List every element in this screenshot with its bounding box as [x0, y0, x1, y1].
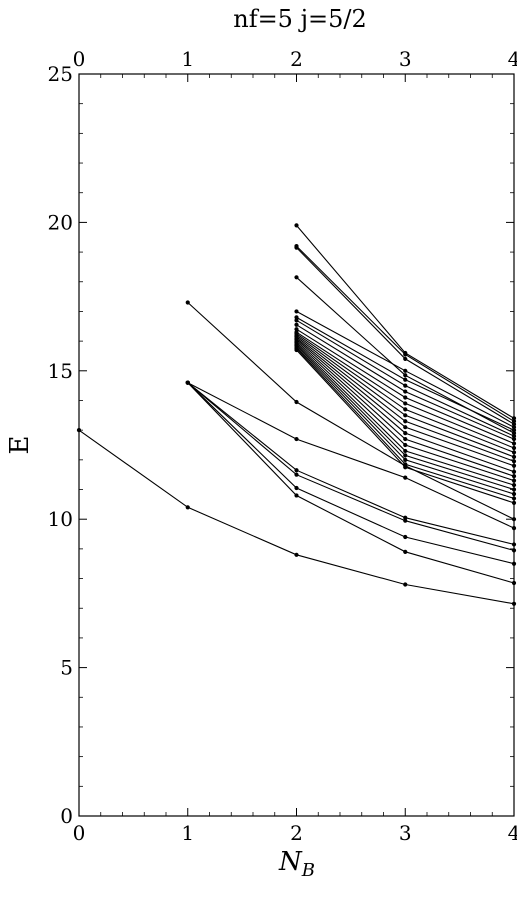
series-line — [187, 382, 515, 565]
data-point — [185, 300, 190, 305]
data-point — [294, 436, 299, 442]
data-point — [403, 534, 408, 540]
data-point — [294, 347, 299, 353]
data-point — [294, 399, 299, 405]
x-tick-label: 2 — [290, 821, 303, 845]
data-point — [403, 413, 408, 418]
top-tick-label: 1 — [181, 47, 194, 71]
data-point — [294, 468, 299, 473]
y-tick-label: 25 — [48, 62, 73, 86]
y-tick-label: 15 — [48, 359, 73, 383]
chart-title: nf=5 j=5/2 — [233, 5, 367, 33]
data-point — [403, 515, 408, 520]
top-tick-label: 3 — [399, 47, 412, 71]
y-tick-label: 20 — [48, 210, 73, 234]
data-point — [403, 448, 408, 454]
data-point — [403, 352, 408, 357]
data-point — [294, 552, 299, 557]
y-tick-label: 0 — [60, 804, 73, 828]
y-axis-label: E — [5, 436, 35, 455]
top-tick-label: 4 — [508, 47, 517, 71]
y-tick-label: 10 — [48, 507, 73, 531]
data-point — [403, 419, 408, 424]
data-point — [403, 383, 408, 388]
x-axis-label: NB — [278, 847, 315, 881]
top-tick-label: 2 — [290, 47, 303, 71]
data-point — [294, 275, 299, 280]
data-point — [403, 431, 408, 436]
x-tick-label: 1 — [181, 821, 194, 845]
data-point — [403, 457, 408, 462]
data-point — [185, 380, 190, 385]
data-point — [403, 407, 408, 412]
series-10 — [294, 245, 517, 427]
series-13 — [294, 315, 517, 433]
data-point — [403, 582, 408, 587]
data-point — [294, 223, 299, 228]
data-point — [294, 493, 299, 498]
data-point — [294, 485, 299, 491]
data-point — [403, 453, 408, 458]
series-line — [296, 245, 515, 422]
x-tick-label: 0 — [73, 821, 86, 845]
series-line — [187, 382, 515, 545]
x-tick-label: 3 — [399, 821, 412, 845]
series-line — [187, 382, 515, 584]
data-point — [403, 373, 408, 378]
x-axis-label-sub: B — [301, 860, 315, 881]
data-point — [403, 442, 408, 448]
series-29 — [294, 347, 517, 505]
data-point — [294, 472, 299, 477]
series-2 — [185, 380, 517, 586]
data-point — [294, 322, 299, 327]
data-point — [403, 425, 408, 430]
data-point — [403, 549, 408, 554]
data-point — [294, 318, 299, 323]
data-point — [185, 505, 190, 510]
data-point — [294, 327, 299, 332]
data-point — [403, 377, 408, 382]
series-line — [78, 429, 515, 605]
data-point — [403, 518, 408, 523]
series-line — [296, 225, 515, 419]
data-point — [403, 389, 408, 394]
data-point — [403, 395, 408, 400]
series-7 — [185, 300, 517, 522]
series-line — [187, 382, 515, 551]
data-point — [403, 356, 408, 362]
data-point — [294, 309, 299, 314]
series-14 — [294, 318, 517, 439]
top-tick-label: 0 — [73, 47, 86, 71]
data-point — [403, 368, 408, 373]
series-layer — [76, 223, 517, 606]
series-6 — [185, 380, 517, 531]
data-point — [403, 436, 408, 442]
data-point — [403, 465, 408, 470]
plot-frame — [78, 73, 515, 817]
series-line — [187, 302, 515, 520]
series-line — [187, 382, 515, 529]
ticks-layer: 0 1 2 3 4 0 1 2 3 4 0 5 10 15 20 25 — [48, 47, 517, 845]
data-point — [403, 475, 408, 480]
series-5 — [185, 380, 517, 547]
data-point — [403, 401, 408, 406]
x-tick-label: 4 — [508, 821, 517, 845]
data-point — [294, 315, 299, 320]
x-axis-label-main: N — [278, 847, 303, 877]
y-tick-label: 5 — [60, 656, 73, 680]
data-point — [294, 245, 299, 250]
